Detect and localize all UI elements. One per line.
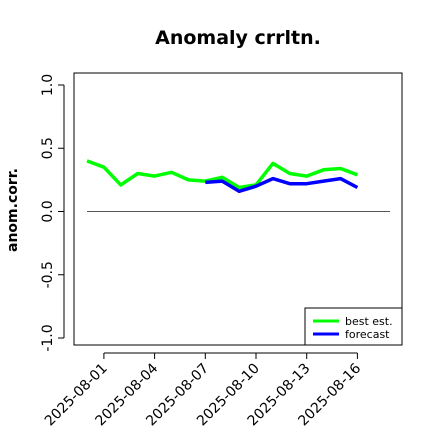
plot-frame [73,72,403,346]
chart-title: Anomaly crrltn. [155,27,321,49]
y-tick-label: 1.0 [40,74,56,96]
y-axis-label: anom.corr. [5,168,21,252]
series-layer [86,159,359,194]
series-line-forecast [205,176,359,194]
y-tick-label: -1.0 [40,324,56,351]
legend-label-best-est: best est. [345,315,393,328]
y-axis: -1.0 -0.5 0.0 0.5 1.0 [40,74,65,352]
legend-label-forecast: forecast [345,328,390,341]
x-axis: 2025-08-012025-08-042025-08-072025-08-10… [42,352,364,429]
legend: best est. forecast [304,307,403,346]
legend-box [304,307,403,346]
y-tick-label: 0.5 [40,137,56,159]
series-line-best-est [86,159,359,190]
y-tick-label: -0.5 [40,261,56,288]
y-tick-label: 0.0 [40,200,56,222]
